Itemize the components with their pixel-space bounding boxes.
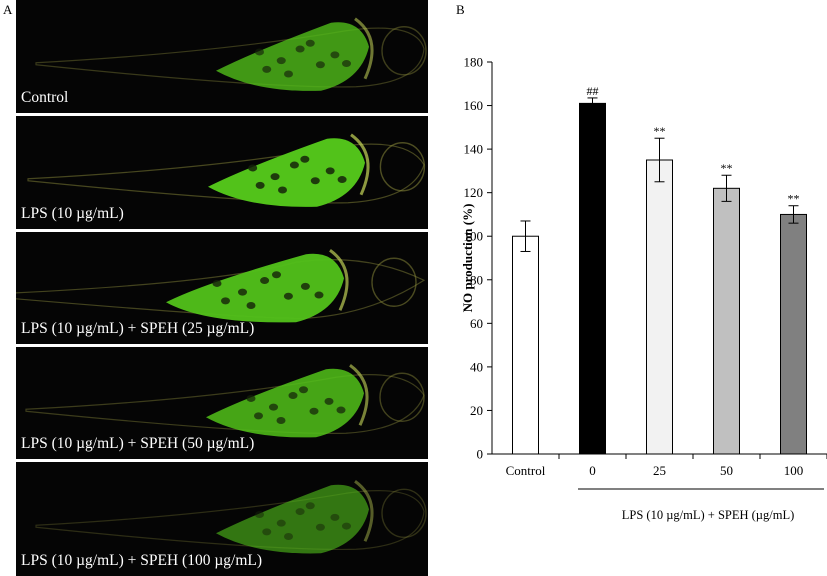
zebrafish-image <box>16 249 426 323</box>
fish-image-label: LPS (10 µg/mL) + SPEH (100 µg/mL) <box>21 552 263 569</box>
y-axis-label: NO production (%) <box>460 204 475 313</box>
x-tick-label: 25 <box>653 463 666 478</box>
fish-image-panel: LPS (10 µg/mL) + SPEH (100 µg/mL) <box>16 462 428 576</box>
y-tick-label: 120 <box>464 185 484 200</box>
zebrafish-image <box>25 364 425 438</box>
bar <box>780 213 807 455</box>
x-axis: Control 0 25 50 100 <box>492 453 827 478</box>
significance-label: ## <box>587 84 599 98</box>
fish-image-panel: LPS (10 µg/mL) + SPEH (50 µg/mL) <box>16 347 428 459</box>
x-tick-label: 50 <box>720 463 733 478</box>
y-tick-label: 60 <box>470 316 483 331</box>
group-label: LPS (10 µg/mL) + SPEH (µg/mL) <box>622 508 795 522</box>
zebrafish-image <box>35 480 427 554</box>
no-production-bar-chart: 0 20 40 60 80 100 120 140 160 180 ## ** ** ** Contro… <box>460 55 827 522</box>
y-tick-label: 180 <box>464 55 484 70</box>
panel-b-letter: B <box>456 2 465 17</box>
fish-image-panel: LPS (10 µg/mL) <box>16 116 428 229</box>
significance-label: ** <box>721 161 733 175</box>
significance-label: ** <box>788 192 800 206</box>
y-tick-label: 80 <box>470 272 483 287</box>
bar <box>512 235 539 455</box>
bar <box>713 187 740 455</box>
fish-image-panel: Control <box>16 0 428 113</box>
bars: ## ** ** ** <box>512 84 807 455</box>
bar <box>579 102 606 455</box>
fish-image-label: LPS (10 µg/mL) <box>21 205 124 222</box>
x-tick-label: 100 <box>784 463 804 478</box>
y-tick-label: 40 <box>470 359 483 374</box>
y-axis: 0 20 40 60 80 100 120 140 160 180 <box>464 55 493 462</box>
zebrafish-image <box>27 133 426 207</box>
y-tick-label: 100 <box>464 229 484 244</box>
bar <box>646 159 673 455</box>
fish-image-stack: Control LPS (10 µg/mL) LPS (10 µg/mL) + SP… <box>16 0 428 576</box>
y-tick-label: 20 <box>470 403 483 418</box>
fish-image-label: Control <box>21 89 69 106</box>
panel-a-letter: A <box>3 2 13 17</box>
y-tick-label: 0 <box>477 447 484 462</box>
significance-label: ** <box>654 124 666 138</box>
zebrafish-image <box>35 17 427 91</box>
y-tick-label: 140 <box>464 142 484 157</box>
fish-image-label: LPS (10 µg/mL) + SPEH (50 µg/mL) <box>21 435 255 452</box>
x-tick-label: 0 <box>589 463 596 478</box>
fish-image-panel: LPS (10 µg/mL) + SPEH (25 µg/mL) <box>16 232 428 344</box>
x-tick-label: Control <box>506 463 546 478</box>
fish-image-label: LPS (10 µg/mL) + SPEH (25 µg/mL) <box>21 320 255 337</box>
y-tick-label: 160 <box>464 98 484 113</box>
